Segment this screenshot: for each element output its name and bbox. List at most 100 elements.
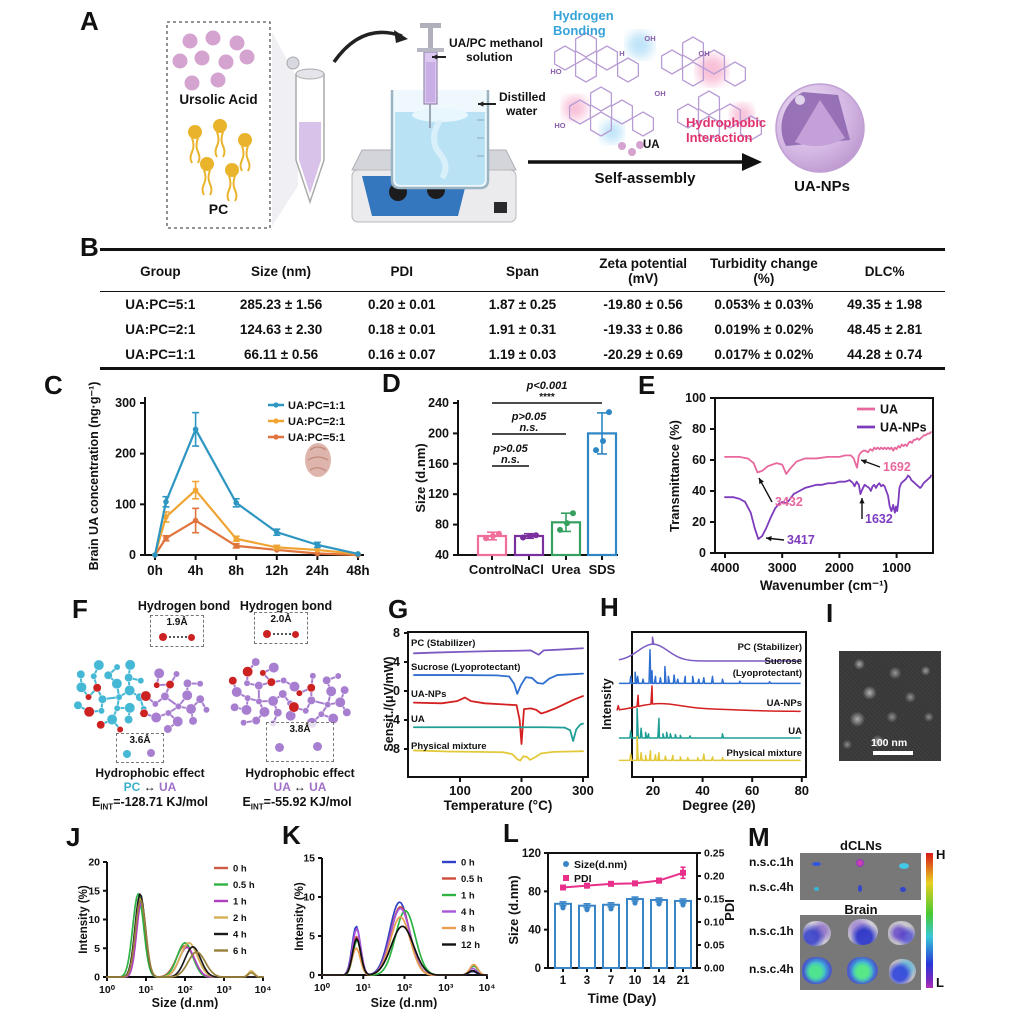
hydrogen-bond-title-right: Hydrogen bond: [239, 599, 333, 613]
atom: [98, 707, 105, 715]
p-value: p<0.001: [526, 380, 568, 392]
size-bar: [554, 902, 572, 969]
x-tick-label: NaCl: [514, 562, 544, 577]
x-tick-label: 48h: [346, 563, 369, 578]
table-row: UA:PC=5:1 285.23 ± 1.56 0.20 ± 0.01 1.87 ± …: [100, 292, 945, 318]
atom: [185, 703, 197, 715]
curve-label: PC (Stabilizer): [738, 642, 802, 653]
table-row: UA:PC=1:1 66.11 ± 0.56 0.16 ± 0.07 1.19 ± 0…: [100, 342, 945, 369]
ursolic-acid-particle: [239, 49, 255, 65]
atom: [324, 701, 332, 709]
atom: [230, 702, 240, 712]
fluorescence-speck: [812, 862, 821, 866]
distance-3.6A: 3.6Å: [129, 735, 151, 746]
y-axis-label: Sensit./(μV/mW): [382, 656, 396, 751]
atom: [268, 662, 280, 674]
hydrophobic-interaction-line2: Interaction: [686, 130, 753, 145]
y-tick-label: 0: [94, 972, 100, 984]
table-cell: 66.11 ± 0.56: [243, 347, 319, 362]
y-axis-label: Brain UA concentration (ng·g⁻¹): [87, 382, 101, 571]
molecule-atom-label: OH: [698, 49, 709, 58]
x-axis-label: Temperature (°C): [444, 798, 553, 813]
table-cell: 1.91 ± 0.31: [488, 322, 557, 337]
y-tick-label: 0: [129, 548, 136, 562]
y-axis-label: Transmittance (%): [667, 420, 682, 532]
atom: [317, 710, 325, 718]
panel-d-label: D: [382, 368, 401, 398]
hydrophobic-effect-left: Hydrophobic effect: [95, 766, 205, 780]
atom: [273, 708, 283, 718]
atom: [83, 706, 95, 718]
curve-label: (Lyoprotectant): [733, 668, 802, 679]
pc-lipid-icon: [238, 133, 252, 147]
tem-scale-text: 100 nm: [871, 737, 908, 749]
atom: [241, 704, 252, 716]
molecule-ring: [574, 32, 598, 58]
y-tick-label: 80: [528, 886, 541, 898]
size-bar: [674, 899, 692, 969]
ursolic-acid-label: Ursolic Acid: [179, 92, 258, 107]
pdi-marker: [560, 884, 566, 891]
y-tick-label: 20: [692, 515, 706, 529]
brain-blob: [848, 919, 878, 945]
x-axis-label: Wavenumber (cm⁻¹): [760, 578, 888, 593]
y2-tick-label: 0.10: [704, 917, 725, 929]
self-assembly-arrowhead: [742, 153, 762, 171]
y-tick-label: 4: [393, 655, 400, 669]
tem-scale-bar: [873, 751, 913, 755]
table-header-cell: PDI: [390, 263, 414, 279]
e-subscript: INT: [250, 802, 264, 812]
legend-label: 8 h: [461, 924, 475, 935]
panel-j-label: J: [66, 822, 81, 852]
y-tick-label: 100: [685, 391, 706, 405]
ursolic-acid-particle: [218, 54, 234, 70]
atom: [266, 677, 276, 687]
y-tick-label: 200: [428, 426, 449, 440]
table-cell: 0.053% ± 0.03%: [714, 297, 814, 312]
curve-label: UA-NPs: [411, 689, 446, 700]
syringe-note-line1: UA/PC methanol: [449, 36, 544, 50]
molecule-ring: [739, 115, 763, 141]
ua-nps-label: UA-NPs: [794, 178, 850, 195]
atom: [73, 700, 83, 710]
atom: [96, 720, 106, 730]
y-tick-label: 8: [393, 626, 400, 640]
fluorescence-speck: [814, 887, 819, 891]
size-bar: [626, 898, 644, 969]
x-tick-label: 10¹: [356, 982, 372, 994]
brain-blob: [888, 921, 915, 945]
fluorescence-speck: [899, 863, 909, 869]
table-cell: 44.28 ± 0.74: [847, 347, 923, 362]
panel-f-label: F: [72, 594, 88, 624]
e-subscript: INT: [100, 802, 114, 812]
y-tick-label: 60: [692, 453, 706, 467]
hydrophobic-interaction-line1: Hydrophobic: [686, 115, 767, 130]
table-cell: UA:PC=2:1: [125, 322, 196, 337]
panel-g-label: G: [388, 594, 409, 624]
table-header: Group Size (nm) PDI Span Zeta potential (mV)…: [100, 249, 945, 292]
y-tick-label: 5: [94, 943, 100, 955]
dclns-row2-label: n.s.c.4h: [749, 880, 794, 894]
ua-dot: [628, 148, 636, 156]
series-UA: [724, 431, 932, 475]
x-tick-label: 10³: [216, 984, 232, 996]
curve-label: PC (Stabilizer): [411, 638, 475, 649]
brain-blob: [802, 957, 832, 984]
stirrer-switch: [494, 202, 507, 213]
atom: [93, 659, 105, 671]
x-tick-label: 60: [745, 783, 759, 798]
size-bar: [650, 898, 668, 969]
series-Physical mixture: [412, 749, 584, 762]
x-axis-label: Size (d.nm): [152, 996, 219, 1009]
hydrogen-bond-title-left: Hydrogen bond: [137, 599, 231, 613]
pdi-marker: [608, 880, 614, 887]
atom: [98, 694, 107, 704]
panel-h-label: H: [600, 592, 619, 622]
ursolic-acid-particle: [229, 35, 245, 51]
y-tick-label: 100: [115, 497, 136, 511]
legend-label: 0 h: [233, 864, 247, 875]
water-note-line1: Distilled: [499, 90, 546, 104]
table-cell: 0.18 ± 0.01: [368, 322, 436, 337]
dclns-image: [800, 853, 921, 900]
